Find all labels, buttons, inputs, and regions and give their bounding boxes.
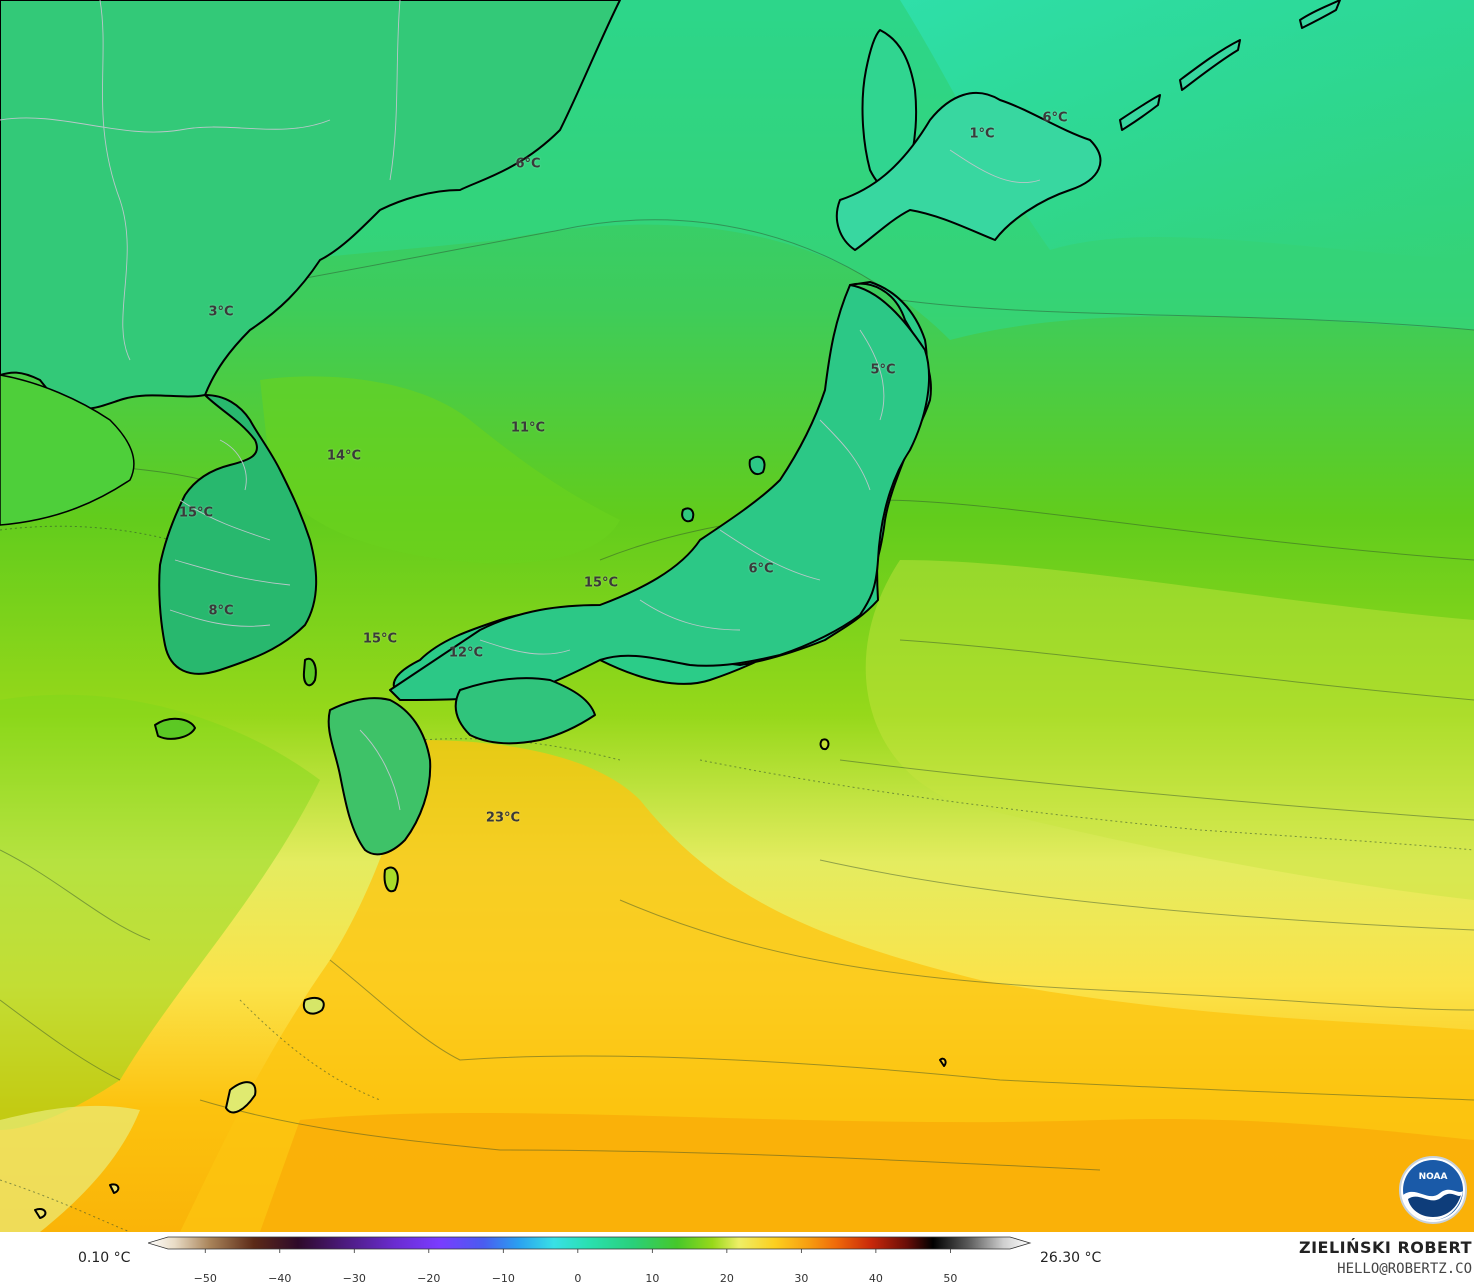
author-name: ZIELIŃSKI ROBERT [1298,1238,1472,1257]
colorbar-tick-label: −40 [268,1272,292,1285]
kuril-island-2 [1179,39,1241,91]
colorbar-tick-label: −10 [491,1272,515,1285]
yellow-sea-coast [0,374,135,526]
shikoku-island [454,677,596,745]
temperature-label: 6°C [748,561,774,577]
warm-band-e [865,560,1474,900]
legend-max-label: 26.30 °C [1040,1250,1102,1266]
okinawa-island [225,1081,257,1114]
hokkaido-island [835,91,1102,251]
warm-band-w [0,694,320,1130]
temperature-label: 6°C [515,156,541,172]
jeju-island [154,717,196,740]
kyushu-island [327,697,432,856]
temperature-label: 6°C [1042,110,1068,126]
noaa-logo-text: NOAA [1419,1172,1448,1182]
ryukyu-small-1 [109,1183,120,1194]
izu-island-1 [819,738,830,751]
isotherm-contours [0,219,1474,1171]
temperature-label: 1°C [969,126,995,142]
warm-band-sw [0,1105,140,1232]
warm-pocket-sea [260,376,620,564]
ryukyu-small-2 [34,1208,47,1219]
legend-min-label: 0.10 °C [78,1250,131,1266]
temperature-label: 3°C [208,304,234,320]
administrative-boundaries [0,0,1041,811]
colorbar-tick-label: 10 [645,1272,660,1285]
temperature-label: 15°C [583,575,619,591]
hot-band-s [260,1112,1474,1232]
colorbar-tick-label: −30 [342,1272,366,1285]
sado-island [748,455,766,476]
warm-band-s [180,740,1474,1232]
temperature-label: 15°C [362,631,398,647]
temperature-label: 12°C [448,645,484,661]
tanegashima-island [383,866,399,893]
colorbar-tick-label: 30 [794,1272,809,1285]
oki-island [681,507,695,523]
colorbar-tick-label: −20 [417,1272,441,1285]
author-email: HELLO@ROBERTZ.CO [1337,1261,1472,1277]
colorbar-tick-label: 0 [574,1272,582,1285]
temperature-map: 6°C 1°C 6°C 3°C 5°C 11°C 14°C 15°C 6°C 15°C 8°C 15°… [0,0,1474,1232]
chichijima-island [939,1057,947,1067]
noaa-logo: NOAA [1399,1156,1467,1224]
temperature-label: 14°C [326,448,362,464]
map-canvas [0,0,1474,1232]
tsushima-island [302,657,317,687]
korean-peninsula [158,394,318,675]
kuril-island-3 [1299,0,1341,29]
kuril-island-1 [1119,94,1161,131]
colorbar-tick-label: −50 [193,1272,217,1285]
temperature-label: 8°C [208,603,234,619]
temperature-label: 23°C [485,810,521,826]
temperature-colorbar [148,1236,1032,1253]
colorbar-ticks [204,1249,951,1253]
colorbar-tick-label: 20 [719,1272,734,1285]
honshu-mainland [389,284,931,701]
temperature-label: 11°C [510,420,546,436]
colorbar-bar [148,1236,1032,1250]
coastlines [0,0,1341,1219]
temperature-label: 5°C [870,362,896,378]
colorbar-tick-label: 40 [868,1272,883,1285]
amami-island [302,997,325,1015]
temperature-label: 15°C [178,505,214,521]
legend-footer: 0.10 °C [0,1232,1474,1287]
colorbar-tick-label: 50 [943,1272,958,1285]
